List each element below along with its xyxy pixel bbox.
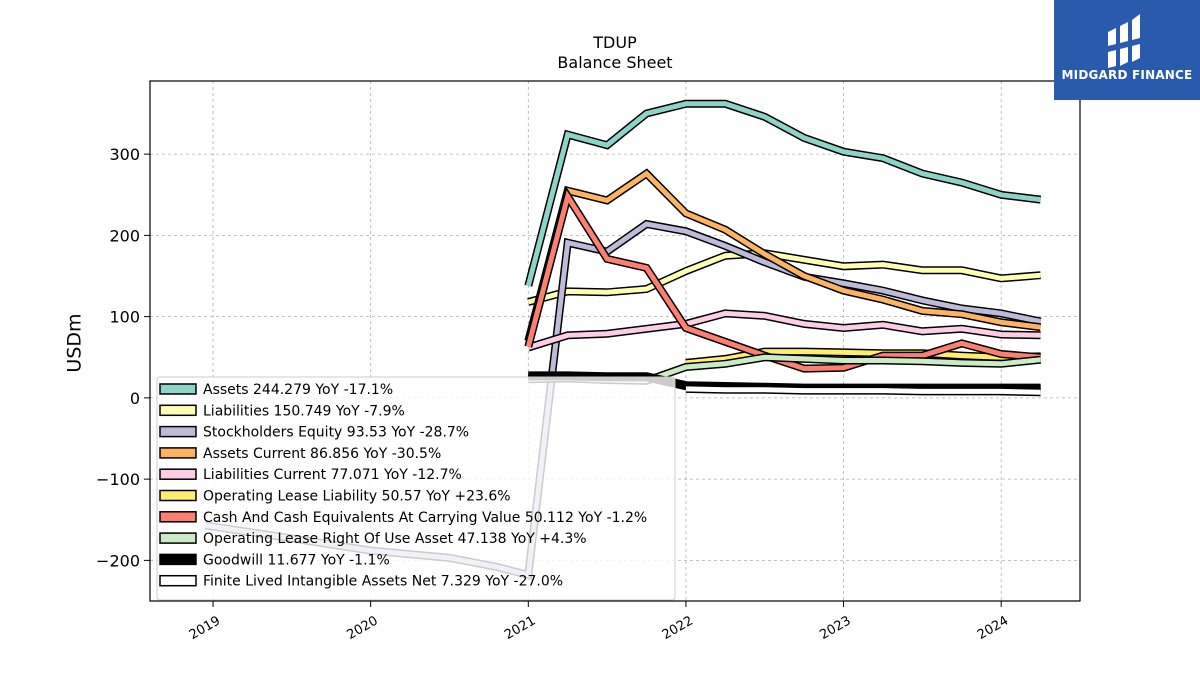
logo-mark-icon xyxy=(1108,14,1140,68)
y-axis-label: USDm xyxy=(64,313,86,372)
legend-swatch xyxy=(159,447,197,459)
series-liabilities-current xyxy=(527,309,1041,352)
x-tick-label: 2019 xyxy=(187,613,223,643)
series-line xyxy=(685,349,1041,366)
legend-swatch xyxy=(159,404,197,417)
legend-entry: Finite Lived Intangible Assets Net 7.329… xyxy=(203,574,563,590)
x-tick-label: 2021 xyxy=(502,613,538,643)
series-assets xyxy=(524,99,1042,287)
series-line xyxy=(525,101,1041,287)
plot-frame xyxy=(149,80,1081,602)
legend: Assets 244.279 YoY -17.1% Liabilities 150… xyxy=(156,376,676,601)
legend-swatch xyxy=(159,532,197,544)
legend-entry: Liabilities Current 77.071 YoY -12.7% xyxy=(203,467,462,483)
legend-swatch xyxy=(159,489,197,502)
x-tick-label: 2023 xyxy=(817,613,853,643)
series-line xyxy=(527,250,1041,305)
y-tick-label: −200 xyxy=(96,551,140,570)
series-line xyxy=(525,170,1041,342)
legend-swatch xyxy=(159,553,197,566)
midgard-finance-logo: MIDGARD FINANCE xyxy=(1054,0,1200,100)
legend-swatch xyxy=(159,383,197,395)
series-liabilities xyxy=(527,249,1041,306)
series-finite-lived-intangible-assets-net xyxy=(685,384,1041,397)
series-operating-lease-liability xyxy=(685,347,1041,367)
y-tick-label: 0 xyxy=(130,389,140,408)
x-axis: 2019 2020 2021 2022 2023 2024 xyxy=(187,601,1011,643)
legend-box xyxy=(156,376,676,601)
legend-swatch xyxy=(159,511,197,523)
x-tick-label: 2022 xyxy=(660,613,696,643)
y-axis: −200 −100 0 100 200 300 xyxy=(96,145,150,570)
y-tick-label: 200 xyxy=(109,226,140,245)
legend-entry: Liabilities 150.749 YoY -7.9% xyxy=(203,403,405,419)
legend-entry: Operating Lease Right Of Use Asset 47.13… xyxy=(203,531,587,547)
x-tick-label: 2020 xyxy=(345,613,381,643)
y-tick-label: −100 xyxy=(96,470,140,489)
legend-swatch xyxy=(159,425,197,438)
legend-entry: Assets 244.279 YoY -17.1% xyxy=(203,382,393,398)
legend-swatch xyxy=(159,574,197,587)
y-tick-label: 300 xyxy=(109,145,140,164)
chart-subtitle: Balance Sheet xyxy=(557,53,672,72)
legend-entry: Stockholders Equity 93.53 YoY -28.7% xyxy=(203,425,469,441)
legend-swatch xyxy=(159,468,197,480)
legend-entry: Operating Lease Liability 50.57 YoY +23.… xyxy=(203,489,511,505)
legend-entry: Assets Current 86.856 YoY -30.5% xyxy=(203,446,441,462)
y-tick-label: 100 xyxy=(109,308,140,327)
series-line xyxy=(527,310,1041,350)
brand-name: MIDGARD FINANCE xyxy=(1061,68,1193,82)
legend-entry: Goodwill 11.677 YoY -1.1% xyxy=(203,552,390,568)
series-assets-current xyxy=(524,168,1042,343)
x-tick-label: 2024 xyxy=(975,613,1011,643)
series-cash-and-cash-equivalents-at-carrying-value xyxy=(524,186,1041,373)
series-line xyxy=(685,386,1041,395)
series-line xyxy=(525,190,1041,372)
series-lines xyxy=(204,99,1042,581)
chart-title: TDUP xyxy=(592,33,637,52)
legend-entry: Cash And Cash Equivalents At Carrying Va… xyxy=(203,510,647,526)
